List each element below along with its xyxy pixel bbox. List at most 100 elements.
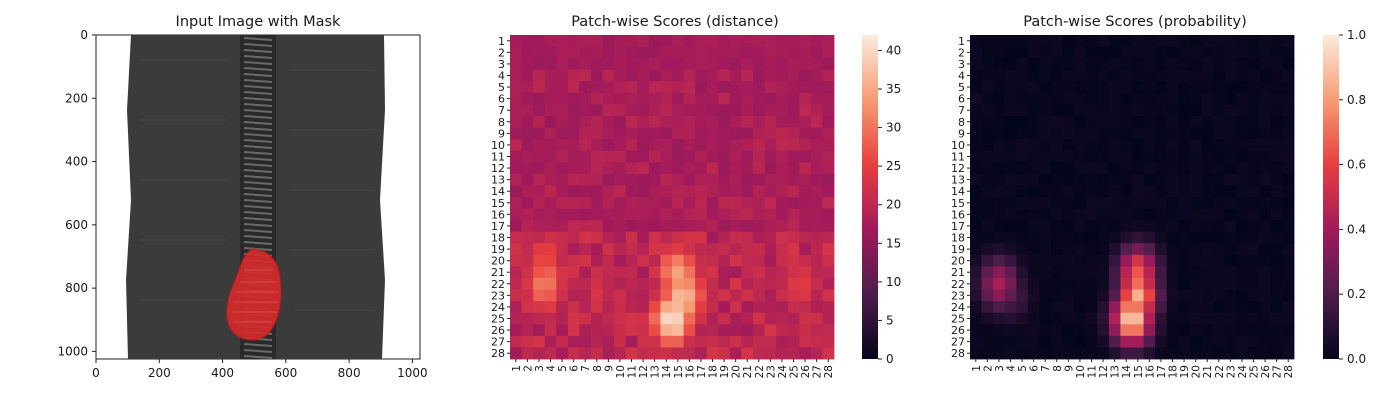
heatmap-cell [764, 208, 777, 221]
heatmap-cell [1074, 220, 1087, 233]
heatmap-cell [533, 58, 546, 71]
heatmap-ytick-label: 4 [498, 70, 505, 83]
heatmap-cell [810, 127, 823, 140]
heatmap-cell [1282, 243, 1295, 256]
heatmap-cell [981, 266, 994, 279]
heatmap-cell [1236, 347, 1249, 360]
heatmap-cell [1004, 278, 1017, 290]
heatmap-cell [683, 127, 696, 140]
heatmap-cell [648, 347, 661, 360]
heatmap-cell [1259, 301, 1272, 314]
heatmap-cell [1155, 231, 1168, 244]
heatmap-cell [776, 289, 789, 302]
heatmap-cell [1097, 150, 1110, 163]
heatmap-ytick-label: 12 [491, 162, 505, 175]
heatmap-cell [1166, 254, 1179, 267]
heatmap-cell [648, 162, 661, 175]
heatmap-cell [1155, 35, 1168, 47]
heatmap-cell [1004, 104, 1017, 117]
heatmap-cell [591, 301, 603, 314]
heatmap-cell [1027, 347, 1040, 360]
heatmap-cell [1259, 69, 1272, 82]
heatmap-cell [1201, 185, 1214, 198]
heatmap-cell [1016, 35, 1029, 47]
heatmap-cell [970, 289, 982, 302]
heatmap-cell [981, 58, 994, 71]
heatmap-cell [1236, 104, 1249, 117]
heatmap-ytick-label: 6 [498, 93, 505, 106]
heatmap-cell [776, 185, 789, 198]
heatmap-cell [1178, 46, 1191, 59]
heatmap-cell [822, 81, 835, 94]
heatmap-cell [822, 127, 835, 140]
heatmap-cell [1027, 58, 1040, 71]
heatmap-xtick-label: 11 [627, 365, 639, 378]
heatmap-cell [822, 104, 835, 117]
heatmap-cell [776, 150, 789, 163]
heatmap-cell [1074, 127, 1087, 140]
heatmap-cell [753, 312, 765, 325]
zipper-tooth [243, 355, 273, 359]
heatmap-cell [683, 46, 696, 59]
heatmap-cell [591, 150, 603, 163]
heatmap-cell [1189, 231, 1202, 244]
heatmap-cell [776, 335, 789, 348]
heatmap-cell [637, 254, 650, 267]
image-ytick-label: 1000 [57, 344, 88, 358]
heatmap-cell [1039, 278, 1052, 290]
heatmap-cell [533, 69, 546, 82]
heatmap-xtick-label: 15 [1133, 365, 1145, 378]
heatmap-cell [695, 335, 708, 348]
heatmap-cell [533, 127, 546, 140]
colorbar-tick-label: 20 [886, 198, 901, 212]
heatmap-cell [1085, 81, 1098, 94]
heatmap-cell [1178, 266, 1191, 279]
heatmap-cell [1143, 266, 1156, 279]
heatmap-cell [1166, 69, 1179, 82]
heatmap-cell [1120, 312, 1133, 325]
heatmap-cell [1016, 116, 1029, 128]
heatmap-cell [729, 324, 742, 337]
heatmap-cell [810, 301, 823, 314]
heatmap-cell [741, 104, 754, 117]
heatmap-cell [1016, 289, 1029, 302]
heatmap-cell [602, 162, 615, 175]
heatmap-cell [1004, 173, 1017, 186]
heatmap-cell [1027, 197, 1040, 209]
heatmap-cell [799, 150, 812, 163]
heatmap-cell [579, 46, 592, 59]
heatmap-cell [579, 127, 592, 140]
heatmap-cell [1097, 116, 1110, 128]
heatmap-cell [1236, 185, 1249, 198]
heatmap-cell [1120, 127, 1133, 140]
heatmap-cell [660, 312, 673, 325]
heatmap-cell [970, 162, 982, 175]
heatmap-cell [1027, 69, 1040, 82]
heatmap-cell [567, 104, 580, 117]
heatmap-cell [567, 324, 580, 337]
heatmap-cell [787, 347, 800, 360]
heatmap-ytick-label: 3 [498, 58, 505, 71]
heatmap-cell [1282, 231, 1295, 244]
heatmap-cell [1016, 81, 1029, 94]
heatmap-cell [1155, 208, 1168, 221]
heatmap-cell [1224, 162, 1237, 175]
heatmap-cell [637, 324, 650, 337]
heatmap-cell [533, 35, 546, 47]
heatmap-cell [648, 173, 661, 186]
heatmap-cell [533, 46, 546, 59]
heatmap-cell [1051, 46, 1063, 59]
heatmap-cell [1247, 266, 1260, 279]
heatmap-cell [1166, 208, 1179, 221]
heatmap-cell [614, 220, 627, 233]
heatmap-cell [648, 266, 661, 279]
heatmap-xtick-label: 10 [1075, 365, 1087, 378]
heatmap-cell [1074, 69, 1087, 82]
heatmap-cell [672, 139, 684, 152]
heatmap-cell [683, 243, 696, 256]
heatmap-cell [683, 173, 696, 186]
heatmap-cell [981, 104, 994, 117]
heatmap-cell [567, 81, 580, 94]
heatmap-cell [567, 254, 580, 267]
heatmap-cell [706, 185, 719, 198]
